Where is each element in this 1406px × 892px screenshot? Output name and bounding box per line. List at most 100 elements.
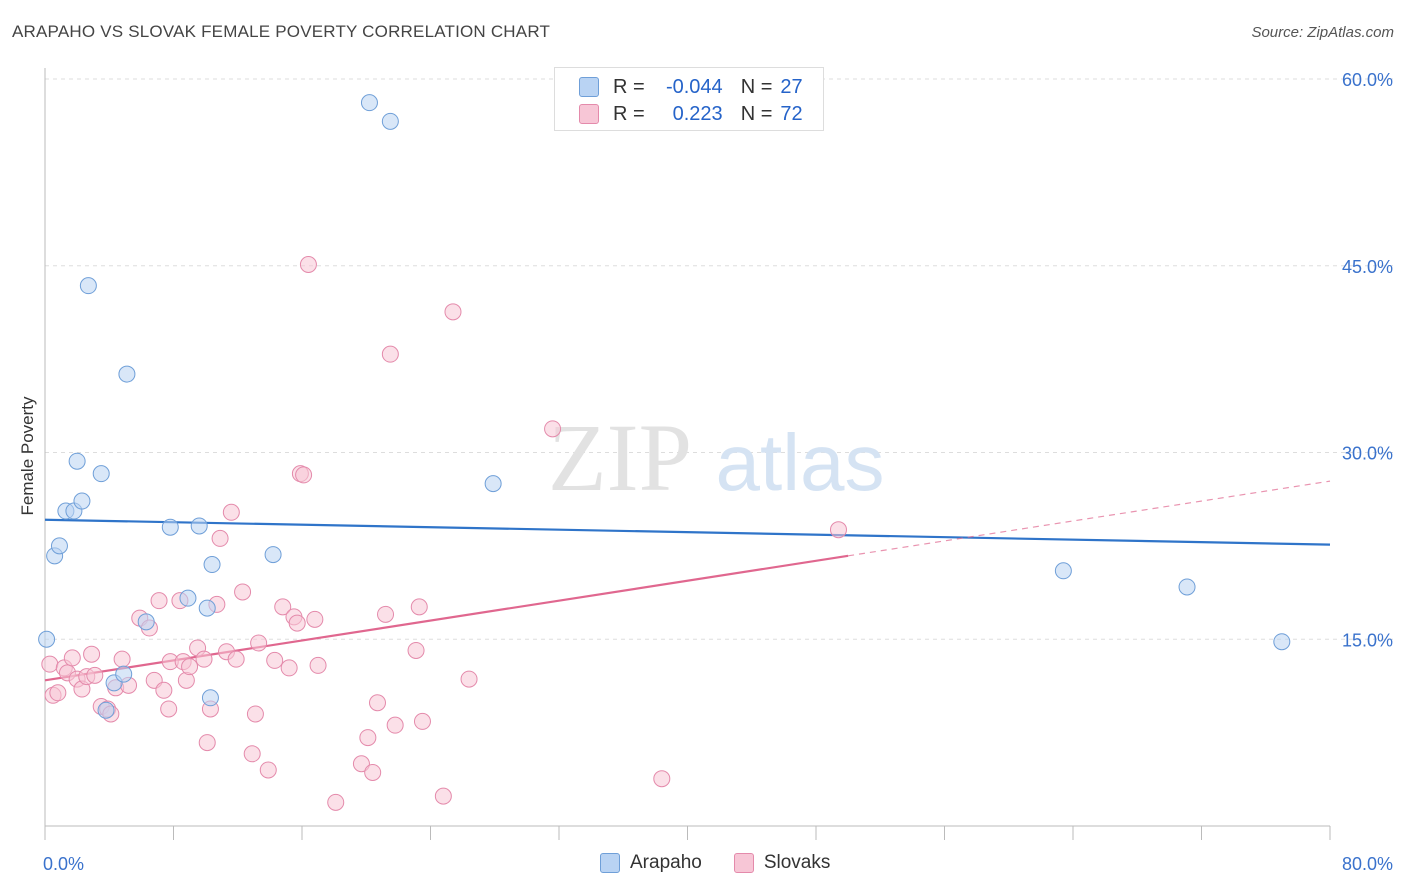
arapaho-point (484, 475, 502, 493)
y-tick-label: 60.0% (1342, 70, 1393, 90)
slovaks-point (295, 466, 313, 484)
slovaks-trend-extension (848, 480, 1331, 557)
slovaks-point (160, 700, 178, 718)
arapaho-point (190, 517, 208, 535)
arapaho-point (50, 537, 68, 555)
arapaho-r-value: -0.044 (665, 75, 723, 98)
arapaho-point (1273, 633, 1291, 651)
slovaks-point (359, 729, 377, 747)
slovaks-point (63, 649, 81, 667)
slovaks-point (377, 605, 395, 623)
arapaho-point (381, 112, 399, 130)
slovaks-point (83, 645, 101, 663)
slovaks-point (211, 529, 229, 547)
arapaho-trend-line (44, 518, 1331, 546)
arapaho-r-label: R = (613, 75, 645, 98)
slovaks-point (288, 614, 306, 632)
slovaks-point (444, 303, 462, 321)
arapaho-n-value: 27 (780, 75, 803, 98)
slovaks-point (352, 755, 370, 773)
y-tick-label: 15.0% (1342, 630, 1393, 650)
slovaks-point (434, 787, 452, 805)
slovaks-point (274, 598, 292, 616)
slovaks-point (49, 684, 67, 702)
slovaks-point (243, 745, 261, 763)
x-tick-label-max: 80.0% (1342, 854, 1393, 874)
source-credit: Source: ZipAtlas.com (1251, 24, 1394, 41)
slovaks-point (544, 420, 562, 438)
watermark-atlas: atlas (716, 418, 885, 507)
slovaks-point (299, 256, 317, 274)
legend-item-arapaho: Arapaho (600, 852, 702, 874)
legend-row-slovaks: R = 0.223 N = 72 (579, 101, 803, 127)
arapaho-point (118, 365, 136, 383)
slovaks-point (364, 763, 382, 781)
slovaks-point (234, 583, 252, 601)
x-tick-label-min: 0.0% (43, 854, 84, 874)
arapaho-point (201, 689, 219, 707)
arapaho-point (115, 665, 133, 683)
slovaks-legend-label: Slovaks (763, 852, 831, 873)
arapaho-point (97, 701, 115, 719)
arapaho-point (179, 589, 197, 607)
slovaks-point (410, 598, 428, 616)
slovaks-point (41, 655, 59, 673)
slovaks-point (113, 650, 131, 668)
legend-item-slovaks: Slovaks (733, 852, 831, 874)
slovaks-r-label: R = (613, 102, 645, 125)
slovaks-point (413, 712, 431, 730)
arapaho-swatch (579, 77, 599, 97)
watermark-zip: ZIP (548, 404, 692, 511)
slovaks-point (653, 770, 671, 788)
slovaks-point (266, 651, 284, 669)
slovaks-point (386, 716, 404, 734)
data-points (38, 94, 1291, 811)
slovaks-point (181, 658, 199, 676)
slovaks-point (829, 521, 847, 539)
arapaho-n-label: N = (740, 75, 773, 98)
slovaks-swatch (579, 104, 599, 124)
slovaks-legend-swatch (733, 853, 754, 873)
arapaho-point (360, 94, 378, 112)
arapaho-point (1178, 578, 1196, 596)
slovaks-r-value: 0.223 (672, 102, 723, 125)
arapaho-point (203, 556, 221, 574)
legend-row-arapaho: R = -0.044 N = 27 (579, 74, 803, 100)
arapaho-point (68, 452, 86, 470)
arapaho-point (38, 630, 56, 648)
slovaks-point (250, 634, 268, 652)
tick-labels: 15.0% 30.0% 45.0% 60.0% 0.0% 80.0% (43, 70, 1393, 874)
slovaks-point (368, 694, 386, 712)
axes (44, 68, 1331, 840)
y-tick-label: 45.0% (1342, 257, 1393, 277)
slovaks-point (198, 734, 216, 752)
gridlines (45, 78, 1395, 640)
arapaho-point (198, 599, 216, 617)
arapaho-point (73, 492, 91, 510)
slovaks-point (259, 761, 277, 779)
slovaks-point (381, 345, 399, 363)
slovaks-point (150, 592, 168, 610)
arapaho-legend-swatch (600, 853, 620, 873)
series-legend: Arapaho Slovaks (600, 852, 862, 874)
slovaks-point (309, 656, 327, 674)
chart-title: ARAPAHO VS SLOVAK FEMALE POVERTY CORRELA… (12, 22, 551, 41)
arapaho-point (1054, 562, 1072, 580)
slovaks-point (155, 681, 173, 699)
slovaks-point (246, 705, 264, 723)
slovaks-n-value: 72 (780, 102, 803, 125)
arapaho-point (92, 465, 110, 483)
slovaks-point (86, 666, 104, 684)
arapaho-legend-label: Arapaho (630, 852, 702, 873)
arapaho-point (137, 613, 155, 631)
y-tick-label: 30.0% (1342, 444, 1393, 464)
slovaks-n-label: N = (740, 102, 773, 125)
slovaks-point (460, 670, 478, 688)
slovaks-point (306, 610, 324, 628)
arapaho-point (161, 518, 179, 536)
arapaho-point (79, 277, 97, 295)
slovaks-point (407, 641, 425, 659)
slovaks-point (222, 503, 240, 521)
arapaho-point (264, 546, 282, 564)
